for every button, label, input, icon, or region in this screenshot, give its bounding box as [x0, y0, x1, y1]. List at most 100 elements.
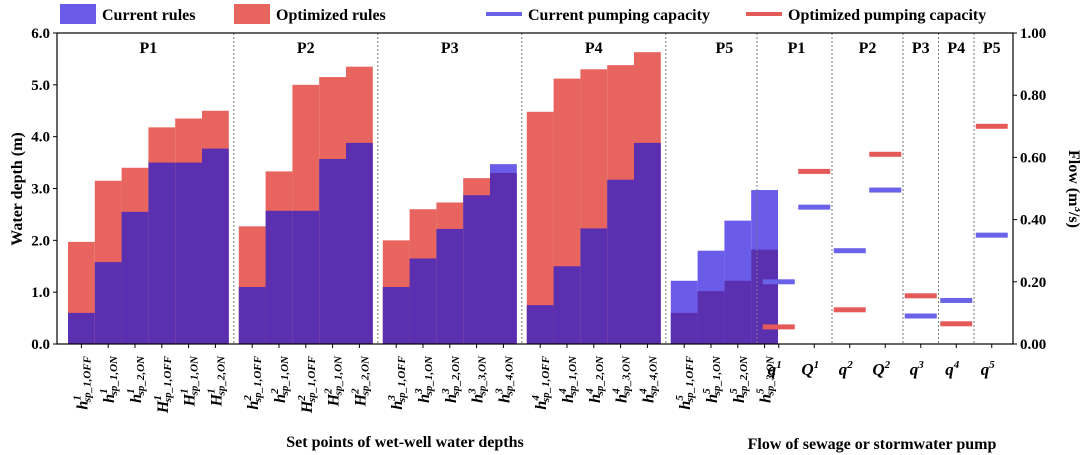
x-tick-label: H1sp_1,ON — [179, 355, 201, 407]
y-tick-label-right: 1.00 — [1020, 26, 1046, 42]
x-tick-label: h3sp_2,ON — [440, 355, 462, 403]
bar-current-p4-2 — [553, 266, 581, 344]
group-p2 — [238, 66, 373, 345]
legend-line-current-capacity — [486, 12, 522, 16]
bar-optimized-p5-2 — [697, 291, 725, 344]
y-tick-label-right: 0.20 — [1020, 275, 1046, 291]
group-p1 — [68, 110, 229, 345]
x-tick-label: h4sp_4,ON — [637, 355, 659, 403]
group-p3 — [382, 164, 517, 344]
x-tick-label: h5sp_3,ON — [755, 355, 777, 403]
x-tick-label: h4sp_2,ON — [584, 355, 606, 403]
bar-current-p4-5 — [634, 142, 661, 344]
bar-current-p4-1 — [526, 305, 554, 344]
legend-swatch-optimized-rules — [234, 4, 270, 24]
optimized-capacity-q3 — [904, 293, 937, 299]
flow-tick-label: q5 — [981, 359, 996, 379]
bar-current-p2-4 — [319, 158, 346, 344]
x-tick-label: H2sp_1,ON — [323, 355, 345, 407]
x-tick-label: h3sp_1,ON — [413, 355, 435, 403]
bar-current-p1-5 — [175, 162, 202, 344]
current-capacity-q2 — [869, 187, 902, 193]
flow-series-layer — [762, 123, 1008, 330]
bottom-axis-title-left: Set points of wet-well water depths — [286, 434, 523, 451]
bar-current-p1-1 — [68, 312, 95, 344]
flow-tick-label: q4 — [945, 359, 960, 379]
right-axis-title: Flow (m3/s) — [1065, 150, 1080, 228]
bar-current-p3-2 — [409, 258, 437, 344]
group-label-p1: P1 — [140, 40, 158, 57]
x-tick-label: h3sp_3,ON — [467, 355, 489, 403]
flow-tick-label: Q1 — [801, 359, 819, 379]
group-label-p3: P3 — [441, 40, 459, 57]
bottom-axis-title-right: Flow of sewage or stormwater pump — [748, 436, 997, 453]
legend-label-optimized-rules: Optimized rules — [276, 7, 386, 24]
bar-current-p1-2 — [94, 262, 122, 344]
bar-current-p2-5 — [346, 142, 373, 344]
legend-label-current-rules: Current rules — [102, 7, 195, 24]
optimized-capacity-q2 — [869, 151, 902, 157]
bar-optimized-p5-3 — [724, 280, 752, 344]
current-capacity-q4 — [940, 297, 973, 303]
x-tick-label: h5sp_1,OFF — [674, 355, 696, 409]
x-tick-label: h1sp_1,ON — [98, 355, 120, 403]
x-tick-label: h3sp_1,OFF — [386, 355, 408, 409]
y-tick-label-left: 4.0 — [31, 130, 50, 146]
current-capacity-q5 — [975, 232, 1008, 238]
y-tick-label-left: 0.0 — [31, 337, 50, 353]
legend-line-optimized-capacity — [746, 12, 782, 16]
x-tick-label: h2sp_1,ON — [269, 355, 291, 403]
y-tick-label-left: 6.0 — [31, 26, 50, 42]
legend-label-optimized-capacity: Optimized pumping capacity — [788, 7, 986, 24]
optimized-capacity-q4 — [940, 321, 973, 327]
y-tick-label-right: 0.00 — [1020, 337, 1046, 353]
x-tick-label: h5sp_1,ON — [701, 355, 723, 403]
bar-current-p1-6 — [202, 148, 229, 344]
bar-current-p1-3 — [121, 211, 149, 344]
y-tick-label-left: 2.0 — [31, 233, 50, 249]
left-axis-title: Water depth (m) — [9, 132, 26, 245]
x-tick-label: h5sp_2,ON — [728, 355, 750, 403]
bar-optimized-p5-1 — [670, 312, 698, 344]
legend-label-current-capacity: Current pumping capacity — [528, 7, 710, 24]
x-tick-label: H2sp_1,OFF — [296, 355, 318, 414]
x-tick-label: h3sp_4,ON — [493, 355, 515, 403]
optimized-capacity-q1 — [762, 324, 795, 330]
bar-current-p3-4 — [463, 195, 490, 344]
axes-layer — [53, 32, 1017, 348]
flow-tick-label: q2 — [839, 359, 854, 379]
x-tick-label: h4sp_3,ON — [611, 355, 633, 403]
x-tick-label: h2sp_1,OFF — [242, 355, 264, 409]
current-capacity-q3 — [904, 313, 937, 319]
bar-current-p4-4 — [607, 179, 634, 344]
current-capacity-q1 — [798, 204, 831, 210]
y-tick-label-left: 1.0 — [31, 285, 50, 301]
current-capacity-q2 — [833, 248, 866, 254]
x-tick-label: H1sp_2,ON — [205, 355, 227, 407]
x-tick-label: h1sp_1,OFF — [71, 355, 93, 409]
optimized-capacity-q2 — [833, 307, 866, 313]
bar-series-layer — [68, 52, 778, 345]
bar-current-p4-3 — [580, 228, 608, 344]
y-tick-label-left: 3.0 — [31, 182, 50, 198]
y-tick-label-left: 5.0 — [31, 78, 50, 94]
bar-current-p3-3 — [436, 228, 464, 344]
legend-swatch-current-rules — [60, 4, 96, 24]
flow-group-label-p3: P3 — [912, 40, 930, 57]
x-tick-label: H1sp_1,OFF — [152, 355, 174, 414]
group-label-p5: P5 — [716, 40, 734, 57]
optimized-capacity-q5 — [975, 123, 1008, 129]
optimized-capacity-q1 — [798, 168, 831, 174]
group-p4 — [526, 52, 661, 345]
bar-current-p2-1 — [238, 286, 266, 344]
bar-current-p2-2 — [265, 210, 293, 344]
y-tick-label-right: 0.80 — [1020, 88, 1046, 104]
y-tick-label-right: 0.60 — [1020, 150, 1046, 166]
flow-group-label-p5: P5 — [983, 40, 1001, 57]
flow-group-label-p1: P1 — [788, 40, 806, 57]
bar-current-p3-1 — [382, 286, 410, 344]
bar-optimized-p5-4 — [751, 249, 778, 344]
current-capacity-q1 — [762, 279, 795, 285]
